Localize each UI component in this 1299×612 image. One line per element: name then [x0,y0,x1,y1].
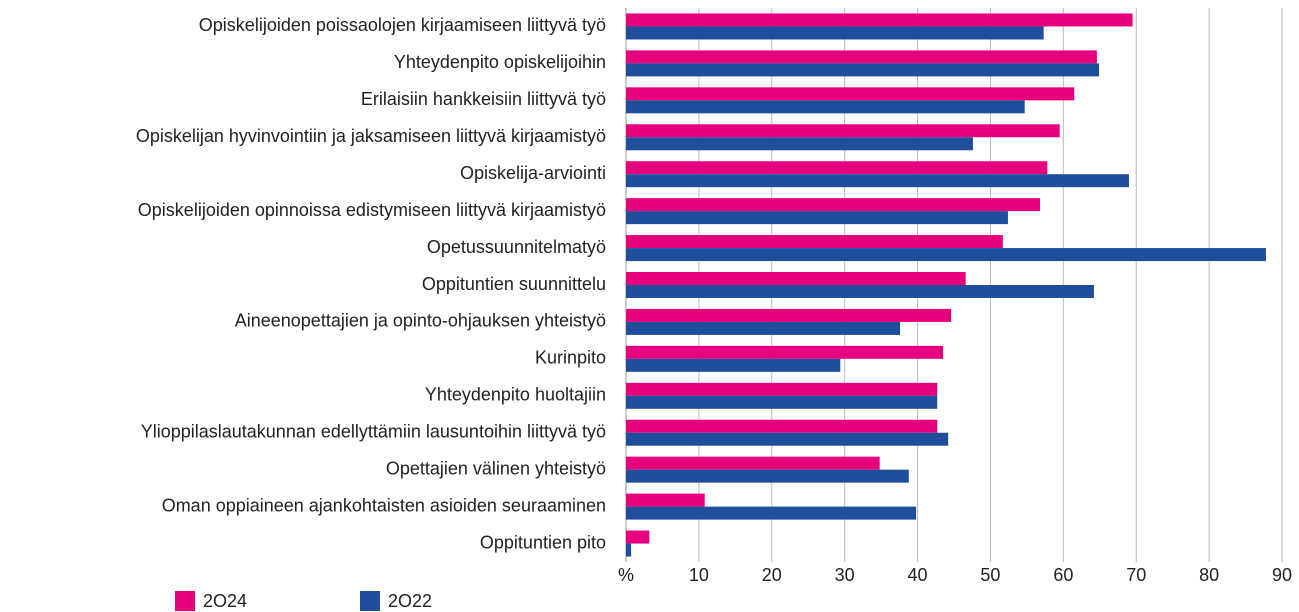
bar [626,13,1133,27]
y-tick-label: Erilaisiin hankkeisiin liittyvä työ [361,89,606,109]
legend-label: 2O24 [203,591,247,611]
bar [626,198,1041,212]
bar [626,543,632,557]
bar [626,100,1025,114]
bar [626,211,1008,225]
y-tick-label: Opiskelija-arviointi [460,163,606,183]
legend-swatch [360,591,380,611]
bar [626,161,1048,175]
y-tick-label: Yhteydenpito huoltajiin [425,385,606,405]
y-tick-label: Opiskelijan hyvinvointiin ja jaksamiseen… [136,126,606,146]
bar [626,493,705,507]
bar [626,50,1097,64]
y-tick-label: Oppituntien suunnittelu [422,274,606,294]
y-tick-label: Kurinpito [535,348,606,368]
x-tick-label: 80 [1199,565,1219,585]
x-tick-label: 20 [762,565,782,585]
x-tick-label: 10 [689,565,709,585]
y-tick-label: Opettajien välinen yhteistyö [386,458,606,478]
bar [626,248,1266,262]
y-tick-label: Opiskelijoiden poissaolojen kirjaamiseen… [199,15,606,35]
bar [626,395,938,409]
y-tick-label: Opetussuunnitelmatyö [427,237,606,257]
bar [626,382,938,396]
legend-swatch [175,591,195,611]
x-tick-label: 90 [1272,565,1292,585]
bar [626,26,1044,40]
y-tick-label: Oman oppiaineen ajankohtaisten asioiden … [162,495,606,515]
bar [626,456,880,470]
x-tick-label: 30 [835,565,855,585]
y-tick-label: Opiskelijoiden opinnoissa edistymiseen l… [138,200,606,220]
y-tick-label: Ylioppilaslautakunnan edellyttämiin laus… [141,421,606,441]
bar [626,321,901,335]
x-tick-label: 70 [1126,565,1146,585]
bar [626,272,966,285]
bar [626,419,938,433]
bar [626,124,1060,138]
bar [626,63,1100,77]
bar [626,345,944,359]
bar [626,432,949,446]
x-tick-label: % [618,565,634,585]
y-tick-label: Oppituntien pito [480,532,606,552]
bar [626,235,1003,249]
bar [626,174,1129,188]
legend-label: 2O22 [388,591,432,611]
bar [626,469,909,483]
y-tick-label: Aineenopettajien ja opinto-ohjauksen yht… [235,311,606,331]
bar [626,87,1075,101]
bar [626,506,917,520]
bar [626,285,1094,298]
x-tick-label: 60 [1053,565,1073,585]
x-tick-label: 50 [980,565,1000,585]
x-tick-label: 40 [908,565,928,585]
y-tick-label: Yhteydenpito opiskelijoihin [394,52,606,72]
bar [626,358,841,372]
bar [626,308,952,322]
bar [626,137,973,151]
bar [626,530,650,544]
